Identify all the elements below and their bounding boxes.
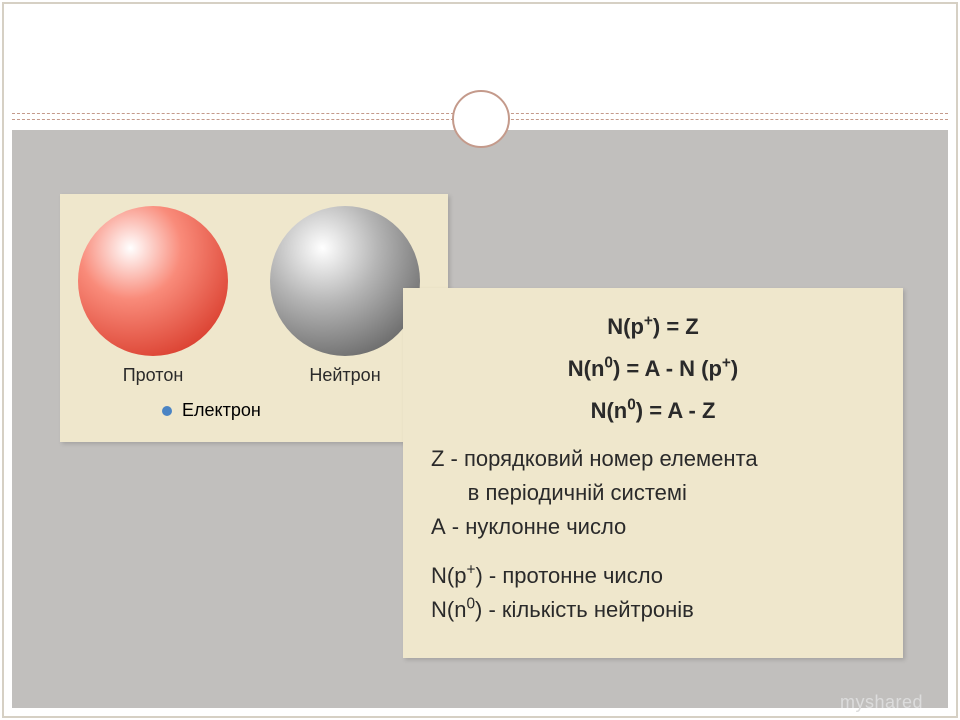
formula-box: N(p+) = ZN(n0) = A - N (p+)N(n0) = A - Z… [403, 288, 903, 658]
proton-label: Протон [78, 365, 228, 386]
formula-definitions: Z - порядковий номер елемента в періодич… [403, 442, 903, 626]
electron-dot-icon [162, 406, 172, 416]
circle-ornament [452, 90, 510, 148]
electron-label: Електрон [182, 400, 261, 421]
slide: Протон Нейтрон Електрон N(p+) = ZN(n0) =… [0, 0, 960, 720]
proton-sphere [78, 206, 228, 356]
watermark: myshared [840, 692, 923, 713]
neutron-sphere [270, 206, 420, 356]
particles-box: Протон Нейтрон Електрон [60, 194, 448, 442]
electron-row: Електрон [162, 400, 261, 421]
formula-equations: N(p+) = ZN(n0) = A - N (p+)N(n0) = A - Z [403, 288, 903, 428]
neutron-label: Нейтрон [270, 365, 420, 386]
